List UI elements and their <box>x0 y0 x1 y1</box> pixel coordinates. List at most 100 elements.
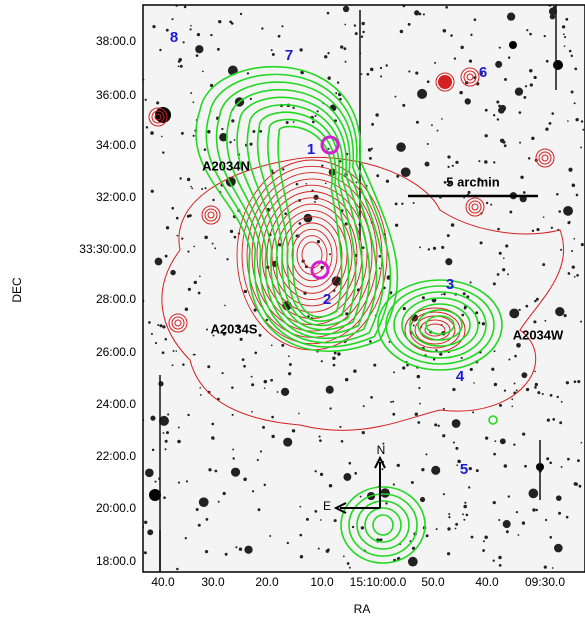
star <box>399 29 404 34</box>
star <box>271 434 275 439</box>
star <box>339 160 342 163</box>
star <box>478 160 481 163</box>
star <box>353 369 357 373</box>
star <box>455 160 459 164</box>
star <box>231 386 234 389</box>
star <box>235 546 238 549</box>
star <box>261 27 264 30</box>
star <box>553 543 563 553</box>
star <box>498 555 502 560</box>
star <box>457 459 461 464</box>
xray-contour <box>266 197 358 313</box>
star <box>493 350 496 353</box>
star <box>165 226 170 230</box>
star <box>556 395 559 399</box>
star <box>577 380 581 384</box>
star <box>201 187 204 191</box>
star <box>195 54 199 57</box>
star <box>184 307 189 311</box>
star <box>160 135 163 138</box>
star <box>543 565 547 569</box>
radio-contour <box>225 88 378 339</box>
star <box>439 352 443 356</box>
star <box>317 547 320 550</box>
star <box>147 529 154 536</box>
star <box>251 383 255 387</box>
xray-source <box>204 208 218 222</box>
star <box>314 114 317 117</box>
star <box>145 468 154 478</box>
star <box>353 24 357 27</box>
star <box>348 566 351 569</box>
region-number: 7 <box>285 47 293 64</box>
star <box>216 47 220 51</box>
star <box>186 177 191 182</box>
star <box>460 356 463 359</box>
star <box>563 45 566 48</box>
star <box>463 197 465 199</box>
star <box>212 438 215 440</box>
star <box>385 179 390 183</box>
xray-contour <box>251 178 373 332</box>
star <box>536 227 540 232</box>
radio-contour <box>236 96 371 335</box>
star <box>421 467 425 472</box>
radio-contour <box>488 415 498 425</box>
region-number: 3 <box>446 276 454 293</box>
star <box>305 182 308 185</box>
star <box>167 413 170 416</box>
star <box>551 112 555 115</box>
xray-source <box>207 211 215 219</box>
star <box>197 523 201 527</box>
star <box>284 212 287 215</box>
star <box>432 358 436 361</box>
star <box>410 481 414 484</box>
star <box>507 273 509 276</box>
star <box>461 313 465 317</box>
star <box>182 363 185 366</box>
star <box>154 257 163 266</box>
star <box>270 378 273 382</box>
star <box>211 242 214 245</box>
star <box>401 202 404 205</box>
star <box>522 432 526 436</box>
star <box>144 520 148 524</box>
xray-contour <box>424 323 446 337</box>
star <box>300 70 304 75</box>
star <box>199 386 202 389</box>
star <box>367 148 372 152</box>
star <box>498 563 502 567</box>
star <box>143 551 147 555</box>
star <box>394 95 397 98</box>
cluster-name: A2034S <box>211 321 258 336</box>
star <box>243 477 247 482</box>
star <box>571 265 575 269</box>
star <box>415 71 419 75</box>
star <box>437 424 440 427</box>
star <box>159 48 162 52</box>
star <box>543 34 546 38</box>
radio-contour <box>393 291 487 359</box>
star <box>447 181 451 185</box>
star <box>319 472 324 476</box>
star <box>232 457 235 460</box>
star <box>359 495 362 498</box>
star <box>407 556 418 567</box>
star <box>499 438 506 445</box>
x-tick-label: 09:30.0 <box>525 575 565 589</box>
star <box>475 469 479 473</box>
star <box>354 471 358 475</box>
star <box>299 533 303 537</box>
region-number: 4 <box>456 368 465 385</box>
star <box>212 198 215 202</box>
star <box>462 292 466 296</box>
star <box>344 60 347 63</box>
star <box>298 412 300 415</box>
star <box>412 202 415 204</box>
star <box>516 343 521 348</box>
radio-contour <box>205 73 392 348</box>
star <box>552 5 556 9</box>
star <box>145 126 149 129</box>
y-tick-label: 22:00.0 <box>96 449 136 463</box>
star <box>171 206 175 210</box>
